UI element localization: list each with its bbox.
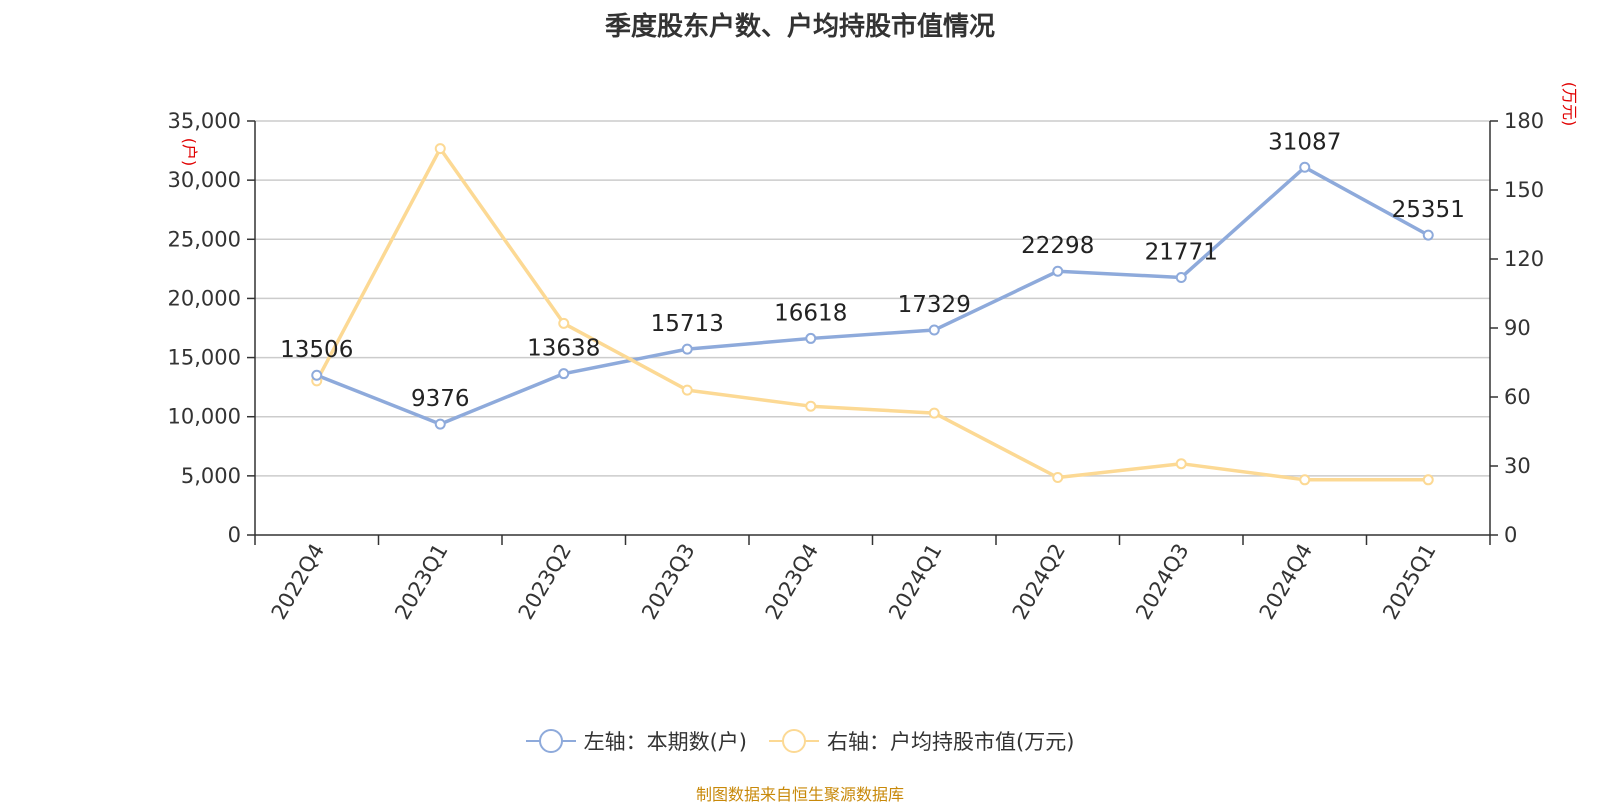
x-tick-label: 2023Q1: [390, 540, 452, 624]
data-label: 15713: [651, 311, 724, 337]
data-point: [928, 324, 940, 336]
left-tick-label: 25,000: [168, 227, 241, 251]
legend-label-left: 左轴：本期数(户): [583, 730, 747, 754]
data-point: [805, 400, 817, 412]
legend-swatch-left: [525, 729, 576, 753]
x-tick-label: 2024Q2: [1008, 540, 1070, 624]
x-tick-label: 2024Q3: [1131, 540, 1193, 624]
left-tick-label: 5,000: [181, 464, 241, 488]
right-tick-label: 180: [1504, 109, 1544, 133]
left-tick-label: 20,000: [168, 286, 241, 310]
right-tick-label: 120: [1504, 247, 1544, 271]
data-point: [805, 332, 817, 344]
data-label: 31087: [1268, 129, 1341, 155]
data-labels: 13506 9376 13638 15713 16618 17329 22298 21771 3…: [280, 129, 1465, 412]
data-label: 21771: [1145, 239, 1218, 265]
x-tick-label: 2023Q2: [514, 540, 576, 624]
data-point: [558, 317, 570, 329]
x-tick-label: 2023Q3: [637, 540, 699, 624]
legend-item-left-series[interactable]: 左轴：本期数(户): [525, 726, 747, 756]
right-axis-label: (万元): [1560, 82, 1579, 127]
legend-label-right: 右轴：户均持股市值(万元): [827, 730, 1075, 754]
data-point: [1299, 161, 1311, 173]
data-point: [1052, 265, 1064, 277]
x-tick-label: 2024Q1: [884, 540, 946, 624]
x-tick-label: 2023Q4: [761, 540, 823, 624]
right-tick-label: 0: [1504, 523, 1517, 547]
series-lines: [311, 143, 1434, 486]
left-tick-label: 15,000: [168, 346, 241, 370]
data-point: [434, 418, 446, 430]
data-point: [681, 343, 693, 355]
x-tick-label: 2022Q4: [267, 540, 329, 624]
left-tick-label: 0: [228, 523, 241, 547]
x-tick-label: 2025Q1: [1378, 540, 1440, 624]
right-tick-label: 150: [1504, 178, 1544, 202]
right-tick-label: 60: [1504, 385, 1531, 409]
chart-title: 季度股东户数、户均持股市值情况: [604, 12, 995, 42]
data-label: 25351: [1392, 197, 1465, 223]
data-label: 17329: [898, 292, 971, 318]
right-tick-label: 90: [1504, 316, 1531, 340]
data-point: [1422, 474, 1434, 486]
series-line-right: [315, 146, 1429, 482]
data-point: [311, 369, 323, 381]
left-tick-label: 10,000: [168, 405, 241, 429]
data-point: [558, 368, 570, 380]
data-point: [681, 384, 693, 396]
data-point: [1422, 229, 1434, 241]
left-tick-label: 35,000: [168, 109, 241, 133]
data-point: [434, 143, 446, 155]
data-point: [1175, 271, 1187, 283]
data-label: 13638: [527, 336, 600, 362]
legend-swatch-right: [769, 729, 819, 753]
data-label: 16618: [774, 300, 847, 326]
data-label: 22298: [1021, 233, 1094, 259]
right-tick-label: 30: [1504, 454, 1531, 478]
legend: 左轴：本期数(户) 右轴：户均持股市值(万元): [0, 726, 1600, 756]
left-axis-label: (户): [180, 138, 199, 167]
data-label: 9376: [411, 386, 470, 412]
data-label: 13506: [280, 337, 353, 363]
x-tick-label: 2024Q4: [1255, 540, 1317, 624]
data-point: [928, 407, 940, 419]
data-point: [1299, 474, 1311, 486]
series-line-left: [316, 165, 1430, 426]
left-tick-label: 30,000: [168, 168, 241, 192]
legend-item-right-series[interactable]: 右轴：户均持股市值(万元): [769, 726, 1074, 756]
data-point: [1052, 472, 1064, 483]
data-point: [1175, 458, 1187, 470]
source-note: 制图数据来自恒生聚源数据库: [695, 785, 904, 804]
